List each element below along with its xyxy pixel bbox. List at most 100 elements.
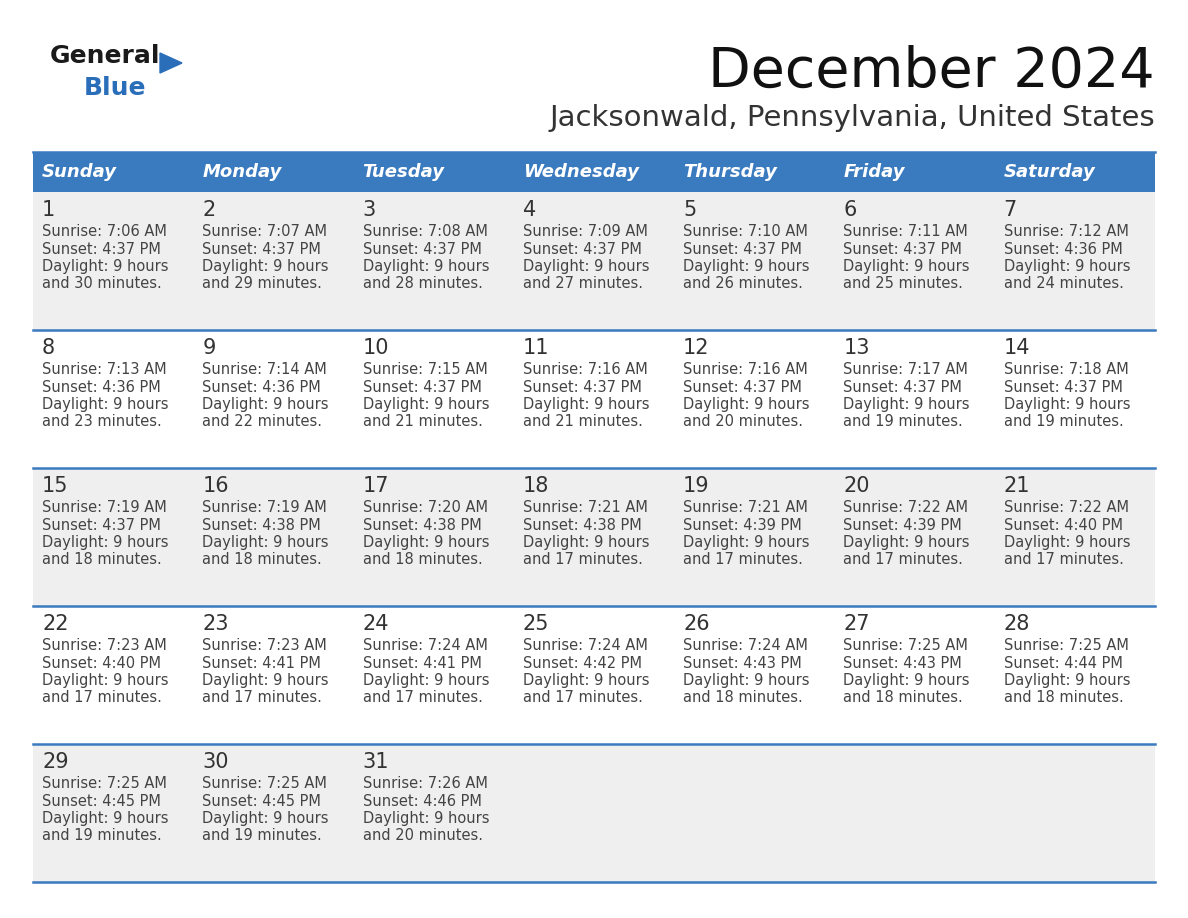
Text: Daylight: 9 hours: Daylight: 9 hours bbox=[1004, 534, 1130, 550]
Text: Daylight: 9 hours: Daylight: 9 hours bbox=[1004, 673, 1130, 688]
Text: Sunset: 4:37 PM: Sunset: 4:37 PM bbox=[362, 241, 481, 256]
Text: Daylight: 9 hours: Daylight: 9 hours bbox=[843, 397, 969, 411]
Text: Sunrise: 7:24 AM: Sunrise: 7:24 AM bbox=[683, 639, 808, 654]
Text: 19: 19 bbox=[683, 476, 709, 496]
Text: Sunrise: 7:09 AM: Sunrise: 7:09 AM bbox=[523, 225, 647, 240]
Bar bbox=[33, 468, 1155, 606]
Text: Sunrise: 7:21 AM: Sunrise: 7:21 AM bbox=[683, 500, 808, 516]
Text: Daylight: 9 hours: Daylight: 9 hours bbox=[202, 811, 329, 825]
Text: Sunset: 4:46 PM: Sunset: 4:46 PM bbox=[362, 793, 481, 809]
Text: Sunrise: 7:20 AM: Sunrise: 7:20 AM bbox=[362, 500, 487, 516]
Text: and 18 minutes.: and 18 minutes. bbox=[362, 552, 482, 566]
Text: 29: 29 bbox=[42, 752, 69, 772]
Text: Daylight: 9 hours: Daylight: 9 hours bbox=[362, 397, 489, 411]
Text: Daylight: 9 hours: Daylight: 9 hours bbox=[523, 259, 650, 274]
Text: Daylight: 9 hours: Daylight: 9 hours bbox=[362, 534, 489, 550]
Bar bbox=[994, 152, 1155, 192]
Bar bbox=[33, 330, 1155, 468]
Text: 4: 4 bbox=[523, 200, 536, 220]
Text: Tuesday: Tuesday bbox=[362, 163, 444, 181]
Text: Sunset: 4:37 PM: Sunset: 4:37 PM bbox=[42, 518, 160, 532]
Text: Saturday: Saturday bbox=[1004, 163, 1095, 181]
Text: Daylight: 9 hours: Daylight: 9 hours bbox=[42, 811, 169, 825]
Text: Daylight: 9 hours: Daylight: 9 hours bbox=[683, 534, 810, 550]
Text: 12: 12 bbox=[683, 338, 709, 358]
Text: Sunrise: 7:10 AM: Sunrise: 7:10 AM bbox=[683, 225, 808, 240]
Text: Daylight: 9 hours: Daylight: 9 hours bbox=[362, 673, 489, 688]
Text: and 17 minutes.: and 17 minutes. bbox=[523, 689, 643, 704]
Text: and 26 minutes.: and 26 minutes. bbox=[683, 275, 803, 290]
Text: Sunrise: 7:08 AM: Sunrise: 7:08 AM bbox=[362, 225, 487, 240]
Text: Daylight: 9 hours: Daylight: 9 hours bbox=[843, 534, 969, 550]
Text: and 18 minutes.: and 18 minutes. bbox=[202, 552, 322, 566]
Text: Sunset: 4:43 PM: Sunset: 4:43 PM bbox=[683, 655, 802, 670]
Bar bbox=[33, 744, 1155, 882]
Text: 18: 18 bbox=[523, 476, 549, 496]
Text: Sunset: 4:37 PM: Sunset: 4:37 PM bbox=[1004, 379, 1123, 395]
Text: Sunrise: 7:17 AM: Sunrise: 7:17 AM bbox=[843, 363, 968, 377]
Text: Sunrise: 7:22 AM: Sunrise: 7:22 AM bbox=[1004, 500, 1129, 516]
Text: Sunset: 4:42 PM: Sunset: 4:42 PM bbox=[523, 655, 642, 670]
Bar bbox=[834, 152, 994, 192]
Text: 14: 14 bbox=[1004, 338, 1030, 358]
Text: Daylight: 9 hours: Daylight: 9 hours bbox=[523, 397, 650, 411]
Text: Sunrise: 7:16 AM: Sunrise: 7:16 AM bbox=[683, 363, 808, 377]
Text: Daylight: 9 hours: Daylight: 9 hours bbox=[202, 397, 329, 411]
Text: 31: 31 bbox=[362, 752, 390, 772]
Text: 7: 7 bbox=[1004, 200, 1017, 220]
Text: Daylight: 9 hours: Daylight: 9 hours bbox=[202, 673, 329, 688]
Text: Sunset: 4:37 PM: Sunset: 4:37 PM bbox=[843, 379, 962, 395]
Text: 21: 21 bbox=[1004, 476, 1030, 496]
Text: Sunset: 4:37 PM: Sunset: 4:37 PM bbox=[202, 241, 321, 256]
Bar bbox=[33, 192, 1155, 330]
Text: Sunset: 4:36 PM: Sunset: 4:36 PM bbox=[1004, 241, 1123, 256]
Text: Sunrise: 7:22 AM: Sunrise: 7:22 AM bbox=[843, 500, 968, 516]
Text: Sunset: 4:45 PM: Sunset: 4:45 PM bbox=[42, 793, 160, 809]
Text: 9: 9 bbox=[202, 338, 216, 358]
Text: Sunset: 4:37 PM: Sunset: 4:37 PM bbox=[683, 379, 802, 395]
Text: and 17 minutes.: and 17 minutes. bbox=[362, 689, 482, 704]
Text: Sunrise: 7:25 AM: Sunrise: 7:25 AM bbox=[843, 639, 968, 654]
Text: Friday: Friday bbox=[843, 163, 905, 181]
Text: and 18 minutes.: and 18 minutes. bbox=[683, 689, 803, 704]
Text: Sunrise: 7:13 AM: Sunrise: 7:13 AM bbox=[42, 363, 166, 377]
Text: Sunrise: 7:25 AM: Sunrise: 7:25 AM bbox=[42, 777, 166, 791]
Text: Sunset: 4:38 PM: Sunset: 4:38 PM bbox=[202, 518, 321, 532]
Text: and 17 minutes.: and 17 minutes. bbox=[523, 552, 643, 566]
Text: and 25 minutes.: and 25 minutes. bbox=[843, 275, 963, 290]
Bar bbox=[514, 152, 674, 192]
Text: Sunrise: 7:19 AM: Sunrise: 7:19 AM bbox=[42, 500, 166, 516]
Text: Sunrise: 7:18 AM: Sunrise: 7:18 AM bbox=[1004, 363, 1129, 377]
Text: Daylight: 9 hours: Daylight: 9 hours bbox=[42, 534, 169, 550]
Text: Sunrise: 7:21 AM: Sunrise: 7:21 AM bbox=[523, 500, 647, 516]
Text: 15: 15 bbox=[42, 476, 69, 496]
Text: Daylight: 9 hours: Daylight: 9 hours bbox=[843, 673, 969, 688]
Text: Sunrise: 7:19 AM: Sunrise: 7:19 AM bbox=[202, 500, 327, 516]
Text: and 27 minutes.: and 27 minutes. bbox=[523, 275, 643, 290]
Text: Sunset: 4:39 PM: Sunset: 4:39 PM bbox=[683, 518, 802, 532]
Text: Sunrise: 7:12 AM: Sunrise: 7:12 AM bbox=[1004, 225, 1129, 240]
Text: Sunrise: 7:26 AM: Sunrise: 7:26 AM bbox=[362, 777, 487, 791]
Text: and 28 minutes.: and 28 minutes. bbox=[362, 275, 482, 290]
Text: 17: 17 bbox=[362, 476, 390, 496]
Text: December 2024: December 2024 bbox=[708, 45, 1155, 99]
Text: Sunday: Sunday bbox=[42, 163, 116, 181]
Text: 26: 26 bbox=[683, 614, 709, 634]
Text: Sunset: 4:40 PM: Sunset: 4:40 PM bbox=[42, 655, 162, 670]
Text: Sunrise: 7:25 AM: Sunrise: 7:25 AM bbox=[202, 777, 327, 791]
Text: Daylight: 9 hours: Daylight: 9 hours bbox=[843, 259, 969, 274]
Text: Sunset: 4:37 PM: Sunset: 4:37 PM bbox=[683, 241, 802, 256]
Text: and 24 minutes.: and 24 minutes. bbox=[1004, 275, 1124, 290]
Text: and 23 minutes.: and 23 minutes. bbox=[42, 413, 162, 429]
Text: Sunrise: 7:16 AM: Sunrise: 7:16 AM bbox=[523, 363, 647, 377]
Text: 6: 6 bbox=[843, 200, 857, 220]
Text: 3: 3 bbox=[362, 200, 375, 220]
Text: Daylight: 9 hours: Daylight: 9 hours bbox=[683, 259, 810, 274]
Text: and 17 minutes.: and 17 minutes. bbox=[1004, 552, 1124, 566]
Text: Sunset: 4:37 PM: Sunset: 4:37 PM bbox=[523, 241, 642, 256]
Text: Sunset: 4:44 PM: Sunset: 4:44 PM bbox=[1004, 655, 1123, 670]
Text: Wednesday: Wednesday bbox=[523, 163, 639, 181]
Text: 22: 22 bbox=[42, 614, 69, 634]
Text: General: General bbox=[50, 44, 160, 68]
Text: and 22 minutes.: and 22 minutes. bbox=[202, 413, 322, 429]
